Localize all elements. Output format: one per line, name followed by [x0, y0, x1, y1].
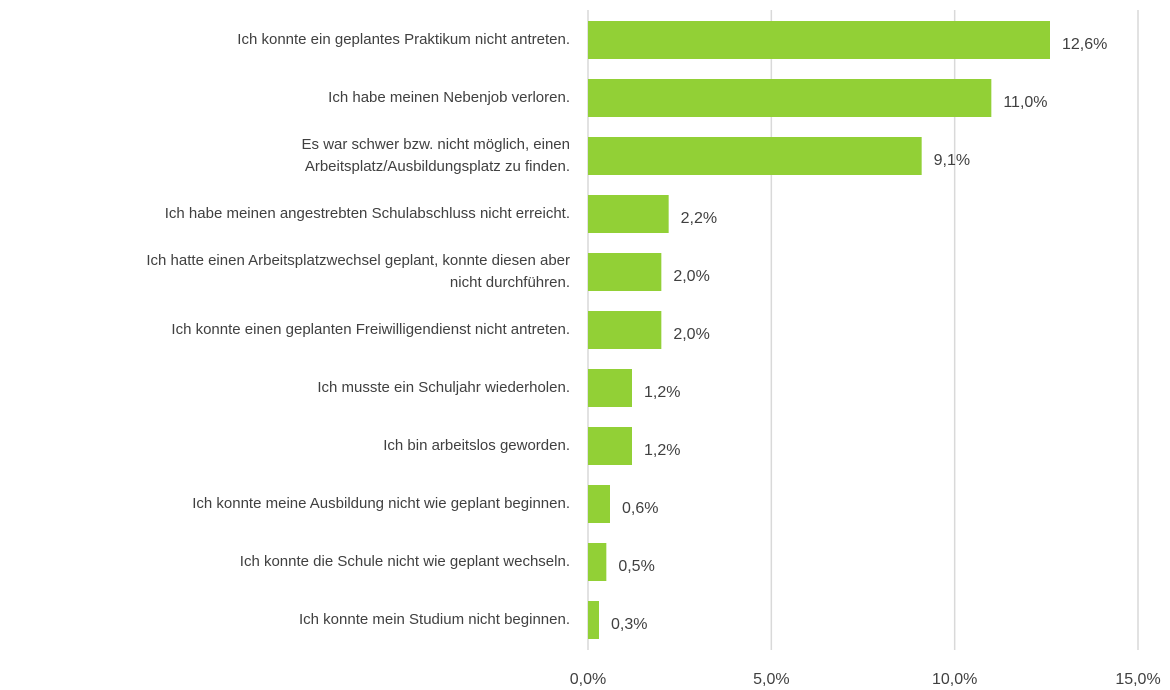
- value-label: 0,5%: [618, 558, 654, 575]
- value-label: 2,0%: [673, 326, 709, 343]
- y-tick-label: Ich habe meinen angestrebten Schulabschl…: [165, 205, 570, 222]
- bar: [588, 369, 632, 407]
- value-label: 9,1%: [934, 152, 970, 169]
- y-tick-label: Ich bin arbeitslos geworden.: [383, 437, 570, 454]
- x-tick-label: 5,0%: [753, 671, 789, 688]
- bar: [588, 543, 607, 581]
- value-label: 12,6%: [1062, 36, 1107, 53]
- x-tick-label: 0,0%: [570, 671, 606, 688]
- bar: [588, 427, 632, 465]
- value-label: 2,2%: [681, 210, 717, 227]
- bar: [588, 21, 1050, 59]
- value-label: 0,6%: [622, 500, 658, 517]
- bar: [588, 311, 662, 349]
- x-tick-label: 10,0%: [932, 671, 977, 688]
- y-tick-label: Ich hatte einen Arbeitsplatzwechsel gepl…: [146, 252, 570, 291]
- y-tick-label: Ich konnte meine Ausbildung nicht wie ge…: [192, 495, 570, 512]
- value-label: 1,2%: [644, 442, 680, 459]
- bar: [588, 601, 599, 639]
- y-tick-label: Es war schwer bzw. nicht möglich, einen A…: [302, 136, 570, 175]
- bar: [588, 137, 922, 175]
- bar: [588, 485, 610, 523]
- y-tick-label: Ich konnte mein Studium nicht beginnen.: [299, 611, 570, 628]
- y-tick-label: Ich habe meinen Nebenjob verloren.: [328, 89, 570, 106]
- y-tick-label: Ich konnte die Schule nicht wie geplant …: [240, 553, 570, 570]
- y-tick-label: Ich musste ein Schuljahr wiederholen.: [317, 379, 570, 396]
- bar: [588, 195, 669, 233]
- y-tick-label: Ich konnte einen geplanten Freiwilligend…: [171, 321, 570, 338]
- value-label: 2,0%: [673, 268, 709, 285]
- y-tick-label: Ich konnte ein geplantes Praktikum nicht…: [237, 31, 570, 48]
- bar: [588, 253, 662, 291]
- value-label: 0,3%: [611, 616, 647, 633]
- value-label: 1,2%: [644, 384, 680, 401]
- x-tick-label: 15,0%: [1115, 671, 1160, 688]
- value-label: 11,0%: [1003, 94, 1047, 111]
- bar: [588, 79, 992, 117]
